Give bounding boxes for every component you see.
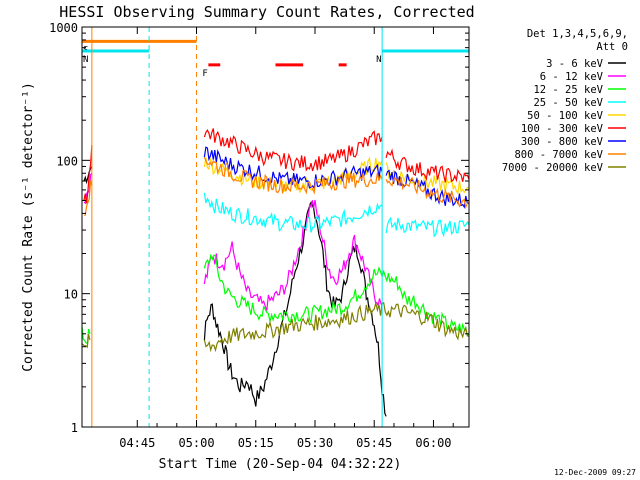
series-line-6-0	[203, 146, 383, 190]
axis-ticks: 04:45 05:00 05:15 05:30 05:45 06:00 1 10 100 1000	[49, 21, 469, 450]
x-tick-label-5: 06:00	[415, 436, 451, 450]
y-tick-label-3: 1000	[49, 21, 78, 35]
legend-header-attenuator: Att 0	[596, 41, 628, 53]
series-line-8-0	[81, 334, 91, 349]
series-line-0-1	[203, 201, 387, 417]
series-line-5-1	[203, 128, 383, 172]
x-axis-label: Start Time (20-Sep-04 04:32:22)	[159, 457, 402, 472]
series-line-7-2	[385, 176, 470, 210]
legend-label-3: 25 - 50 keV	[533, 97, 603, 109]
series-line-1-1	[203, 199, 383, 311]
legend-label-5: 100 - 300 keV	[521, 123, 604, 135]
legend-label-2: 12 - 25 keV	[533, 84, 603, 96]
y-axis-label: Corrected Count Rate (s⁻¹ detector⁻¹)	[21, 82, 36, 372]
legend-label-6: 300 - 800 keV	[521, 136, 604, 148]
series-line-5-2	[385, 148, 470, 183]
series-line-4-1	[385, 162, 470, 195]
series-line-2-1	[203, 253, 470, 337]
y-tick-label-0: 1	[71, 421, 78, 435]
legend-label-4: 50 - 100 keV	[527, 110, 604, 122]
series-line-7-0	[83, 180, 93, 216]
series-line-8-1	[203, 301, 470, 353]
series-line-3-1	[385, 216, 470, 238]
legend-label-8: 7000 - 20000 keV	[502, 162, 604, 174]
series-line-5-0	[83, 145, 93, 204]
x-tick-label-0: 04:45	[119, 436, 155, 450]
legend-label-7: 800 - 7000 keV	[514, 149, 603, 161]
legend-label-1: 6 - 12 keV	[540, 71, 604, 83]
series-line-7-1	[203, 156, 383, 195]
legend-header-detectors: Det 1,3,4,5,6,9,	[527, 28, 628, 40]
series-line-3-0	[203, 192, 383, 233]
chart-title: HESSI Observing Summary Count Rates, Cor…	[59, 3, 474, 21]
plot-flags: SNNF	[82, 39, 469, 79]
series-line-6-1	[385, 169, 470, 209]
series-line-0-0	[83, 166, 93, 185]
x-tick-label-4: 05:45	[356, 436, 392, 450]
plot-vlines	[91, 27, 470, 427]
flag-label-1: N	[83, 55, 88, 65]
y-tick-label-2: 100	[56, 154, 78, 168]
x-tick-label-1: 05:00	[178, 436, 214, 450]
plot-series	[81, 128, 470, 417]
flag-label-2: N	[376, 55, 381, 65]
legend-label-0: 3 - 6 keV	[546, 58, 604, 70]
footer-timestamp: 12-Dec-2009 09:27	[554, 468, 636, 477]
flag-label-3: F	[202, 69, 207, 79]
x-tick-label-3: 05:30	[297, 436, 333, 450]
series-line-2-0	[81, 326, 91, 345]
x-tick-label-2: 05:15	[238, 436, 274, 450]
y-tick-label-1: 10	[64, 288, 78, 302]
